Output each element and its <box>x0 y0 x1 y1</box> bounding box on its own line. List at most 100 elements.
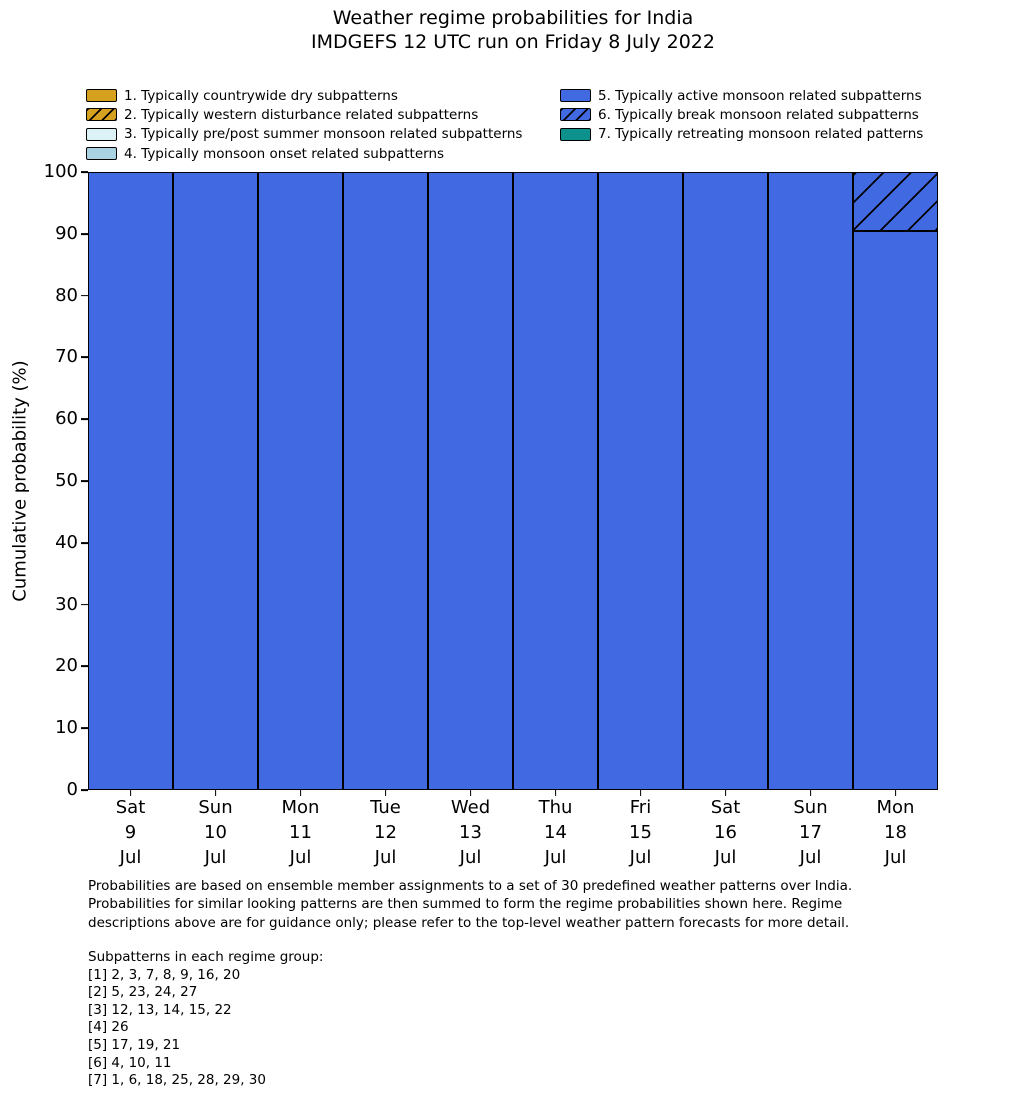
x-tick-label-month: Jul <box>629 847 652 868</box>
y-tick-label: 40 <box>55 531 78 553</box>
legend-column-left: 1. Typically countrywide dry subpatterns… <box>86 86 522 163</box>
y-tick-mark <box>81 171 88 173</box>
x-tick-label-weekday: Sat <box>115 797 146 818</box>
x-tick-label-month: Jul <box>119 847 142 868</box>
bar-segment-regime-5 <box>258 172 343 790</box>
x-tick-label-month: Jul <box>544 847 567 868</box>
bar-sun-17 <box>768 172 853 790</box>
legend-item-label: 6. Typically break monsoon related subpa… <box>598 106 919 123</box>
x-tick-label-month: Jul <box>374 847 397 868</box>
x-tick-label-weekday: Wed <box>450 797 491 818</box>
x-tick-mark <box>809 790 812 796</box>
legend-swatch <box>560 89 591 103</box>
x-tick-label: Wed 13 Jul <box>428 795 513 870</box>
footnote-line: Probabilities for similar looking patter… <box>88 896 843 913</box>
legend-swatch <box>560 108 591 122</box>
subpattern-line: [4] 26 <box>88 1019 129 1036</box>
x-tick-label: Mon 11 Jul <box>258 795 343 870</box>
footnote-line: descriptions above are for guidance only… <box>88 914 850 931</box>
legend-swatch <box>86 127 117 141</box>
x-tick-label: Sat 16 Jul <box>683 795 768 870</box>
y-tick-label: 30 <box>55 593 78 615</box>
x-tick-label-day: 18 <box>884 822 907 843</box>
subpattern-line: [5] 17, 19, 21 <box>88 1036 181 1053</box>
x-tick-label-day: 12 <box>374 822 397 843</box>
x-tick-label-day: 17 <box>799 822 822 843</box>
subpatterns-lines: [1] 2, 3, 7, 8, 9, 16, 20 [2] 5, 23, 24, … <box>88 967 323 1090</box>
x-tick-label-day: 15 <box>629 822 652 843</box>
subpattern-line: [3] 12, 13, 14, 15, 22 <box>88 1001 232 1018</box>
y-tick-label: 90 <box>55 222 78 244</box>
y-tick-mark <box>81 541 88 544</box>
y-tick-mark <box>81 356 88 359</box>
legend-item: 6. Typically break monsoon related subpa… <box>560 105 923 124</box>
bar-sat-16 <box>683 172 768 790</box>
subpattern-line: [2] 5, 23, 24, 27 <box>88 984 198 1001</box>
y-tick-label: 10 <box>55 717 78 739</box>
x-tick-label-weekday: Fri <box>629 797 652 818</box>
x-tick-label-weekday: Mon <box>876 797 915 818</box>
y-tick-label: 70 <box>55 346 78 368</box>
bar-segment-regime-5 <box>513 172 598 790</box>
x-tick-label-month: Jul <box>459 847 482 868</box>
y-tick-mark <box>81 789 88 791</box>
x-tick-label-day: 11 <box>289 822 312 843</box>
bar-mon-11 <box>258 172 343 790</box>
legend-item: 2. Typically western disturbance related… <box>86 105 522 124</box>
bar-segment-regime-5 <box>768 172 853 790</box>
x-tick-mark <box>469 790 472 796</box>
x-tick-label-weekday: Thu <box>538 797 573 818</box>
chart-title: Weather regime probabilities for India <box>332 7 694 29</box>
x-tick-mark <box>894 790 897 796</box>
legend-item-label: 2. Typically western disturbance related… <box>124 106 479 123</box>
legend-item-label: 5. Typically active monsoon related subp… <box>598 87 922 104</box>
legend-item: 5. Typically active monsoon related subp… <box>560 86 923 105</box>
y-tick-label: 20 <box>55 655 78 677</box>
bar-segment-regime-5 <box>88 172 173 790</box>
bar-segment-regime-6 <box>853 172 938 231</box>
y-tick-label: 50 <box>55 470 78 492</box>
bar-segment-regime-5 <box>683 172 768 790</box>
x-tick-mark <box>129 790 132 796</box>
x-tick-label-month: Jul <box>289 847 312 868</box>
x-tick-mark <box>384 790 387 796</box>
x-tick-label-day: 9 <box>124 822 137 843</box>
footnote: Probabilities are based on ensemble memb… <box>88 877 852 932</box>
x-tick-label: Sat 9 Jul <box>88 795 173 870</box>
legend-swatch <box>86 108 117 122</box>
x-tick-label-day: 10 <box>204 822 227 843</box>
x-tick-label: Sun 10 Jul <box>173 795 258 870</box>
legend-item-label: 4. Typically monsoon onset related subpa… <box>124 145 445 162</box>
x-tick-label-day: 16 <box>714 822 737 843</box>
legend-item-label: 3. Typically pre/post summer monsoon rel… <box>124 126 523 143</box>
x-tick-label-day: 13 <box>459 822 482 843</box>
bar-fri-15 <box>598 172 683 790</box>
x-tick-label-month: Jul <box>799 847 822 868</box>
y-tick-label: 100 <box>43 161 78 183</box>
legend-item: 1. Typically countrywide dry subpatterns <box>86 86 522 105</box>
legend-swatch <box>560 127 591 141</box>
bar-segment-regime-5 <box>343 172 428 790</box>
footnote-line: Probabilities are based on ensemble memb… <box>88 878 853 894</box>
subpattern-line: [6] 4, 10, 11 <box>88 1054 172 1071</box>
x-tick-label-day: 14 <box>544 822 567 843</box>
x-tick-label: Thu 14 Jul <box>513 795 598 870</box>
title-block: Weather regime probabilities for India I… <box>88 6 938 54</box>
bar-segment-regime-5 <box>173 172 258 790</box>
bar-segment-regime-5 <box>598 172 683 790</box>
bar-mon-18 <box>853 172 938 790</box>
plot-area <box>88 172 938 790</box>
legend-swatch <box>86 147 117 161</box>
bar-sat-9 <box>88 172 173 790</box>
x-tick-label-month: Jul <box>714 847 737 868</box>
bar-segment-regime-5 <box>428 172 513 790</box>
bar-segment-regime-5 <box>853 230 938 790</box>
x-tick-label-weekday: Mon <box>281 797 320 818</box>
x-tick-label-month: Jul <box>204 847 227 868</box>
x-tick-label-weekday: Sun <box>793 797 828 818</box>
x-tick-label: Mon 18 Jul <box>853 795 938 870</box>
x-tick-label-weekday: Tue <box>370 797 401 818</box>
subpatterns-heading: Subpatterns in each regime group: <box>88 949 324 965</box>
legend-column-right: 5. Typically active monsoon related subp… <box>560 86 923 144</box>
y-tick-mark <box>81 294 88 297</box>
